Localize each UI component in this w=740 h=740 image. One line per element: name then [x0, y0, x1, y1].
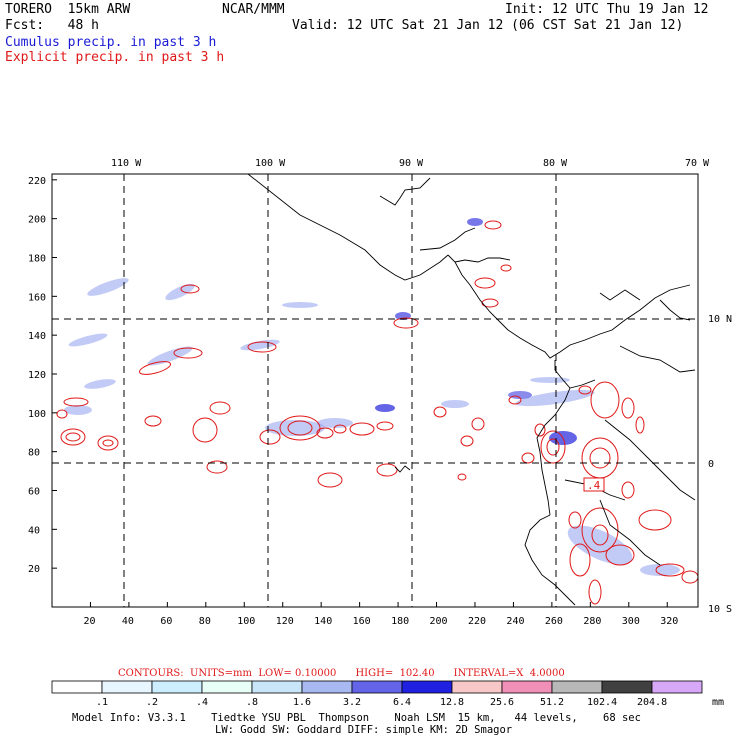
- colorbar-swatch: [601, 680, 653, 694]
- x-tick-label: 80: [199, 616, 211, 627]
- colorbar-label: 12.8: [440, 697, 464, 708]
- map-frame: [51, 173, 699, 608]
- y-tick-label: 80: [28, 448, 40, 459]
- annotation-box: [583, 477, 605, 492]
- org-label: NCAR/MMM: [222, 2, 285, 17]
- lon-label: 90 W: [399, 158, 424, 169]
- x-tick-label: 300: [622, 616, 640, 627]
- colorbar-label: 51.2: [540, 697, 564, 708]
- lon-label: 70 W: [685, 158, 710, 169]
- colorbar-swatch: [551, 680, 603, 694]
- init-time: Init: 12 UTC Thu 19 Jan 12: [505, 2, 709, 17]
- colorbar-swatch: [51, 680, 103, 694]
- y-tick-label: 20: [28, 564, 40, 575]
- lon-label: 110 W: [111, 158, 142, 169]
- lon-label: 100 W: [255, 158, 286, 169]
- y-tick-label: 40: [28, 525, 40, 536]
- x-tick-label: 240: [506, 616, 524, 627]
- lon-label: 80 W: [543, 158, 568, 169]
- x-tick-label: 280: [583, 616, 601, 627]
- forecast-hour: Fcst: 48 h: [5, 18, 99, 33]
- colorbar-swatch: [101, 680, 153, 694]
- colorbar-swatch: [651, 680, 703, 694]
- model-title: TORERO 15km ARW: [5, 2, 131, 17]
- valid-time: Valid: 12 UTC Sat 21 Jan 12 (06 CST Sat …: [292, 18, 684, 33]
- x-tick-label: 120: [276, 616, 294, 627]
- y-tick-label: 100: [28, 409, 46, 420]
- colorbar-unit: mm: [712, 697, 724, 708]
- colorbar-swatch: [301, 680, 353, 694]
- lat-label: 0: [708, 459, 714, 470]
- x-tick-label: 40: [122, 616, 134, 627]
- colorbar-swatch: [451, 680, 503, 694]
- y-tick-label: 220: [28, 176, 46, 187]
- colorbar-label: .8: [246, 697, 258, 708]
- colorbar-label: 102.4: [587, 697, 617, 708]
- explicit-legend: Explicit precip. in past 3 h: [5, 50, 225, 65]
- y-tick-label: 180: [28, 253, 46, 264]
- colorbar-label: .2: [146, 697, 158, 708]
- cumulus-precip-areas: [64, 218, 680, 576]
- model-info-line2: LW: Godd SW: Goddard DIFF: simple KM: 2D…: [215, 724, 513, 736]
- colorbar-label: .1: [96, 697, 108, 708]
- lat-label: 10 S: [708, 604, 732, 615]
- x-tick-label: 20: [83, 616, 95, 627]
- colorbar-label: 6.4: [393, 697, 411, 708]
- x-tick-label: 220: [468, 616, 486, 627]
- y-tick-label: 200: [28, 215, 46, 226]
- model-info-line1: Model Info: V3.3.1 Tiedtke YSU PBL Thomp…: [72, 712, 641, 724]
- lat-labels: 10 N 0 10 S: [708, 314, 732, 615]
- colorbar-label: 204.8: [637, 697, 667, 708]
- y-tick-label: 160: [28, 292, 46, 303]
- coastlines: [247, 173, 696, 606]
- x-tick-label: 320: [660, 616, 678, 627]
- x-tick-label: 260: [545, 616, 563, 627]
- contours-info: CONTOURS: UNITS=mm LOW= 0.10000 HIGH= 10…: [118, 668, 565, 679]
- y-axis-ticks: 20 40 60 80 100 120 140 160 180 200 220: [28, 176, 57, 575]
- cumulus-legend: Cumulus precip. in past 3 h: [5, 35, 217, 50]
- colorbar-label: 25.6: [490, 697, 514, 708]
- colorbar-label: 1.6: [293, 697, 311, 708]
- colorbar-swatch: [151, 680, 203, 694]
- x-axis-ticks: 20 40 60 80 100 120 140 160 180 200 220 240 260 280 30…: [83, 602, 678, 627]
- colorbar: .1 .2 .4 .8 1.6 3.2 6.4 12.8 25.6 51.2 102.4 204.8 m…: [51, 680, 724, 708]
- colorbar-swatch: [351, 680, 403, 694]
- lat-lon-grid: [52, 174, 698, 607]
- colorbar-label: .4: [196, 697, 208, 708]
- x-tick-label: 200: [430, 616, 448, 627]
- lon-labels: 110 W 100 W 90 W 80 W 70 W: [111, 158, 710, 169]
- x-tick-label: 100: [237, 616, 255, 627]
- x-tick-label: 160: [353, 616, 371, 627]
- colorbar-label: 3.2: [343, 697, 361, 708]
- colorbar-swatch: [501, 680, 553, 694]
- x-tick-label: 60: [160, 616, 172, 627]
- colorbar-swatch: [251, 680, 303, 694]
- x-tick-label: 180: [391, 616, 409, 627]
- lat-label: 10 N: [708, 314, 732, 325]
- annotation-value: .4: [587, 479, 601, 492]
- y-tick-label: 60: [28, 486, 40, 497]
- y-tick-label: 140: [28, 331, 46, 342]
- colorbar-swatch: [401, 680, 453, 694]
- x-tick-label: 140: [314, 616, 332, 627]
- y-tick-label: 120: [28, 370, 46, 381]
- colorbar-swatch: [201, 680, 253, 694]
